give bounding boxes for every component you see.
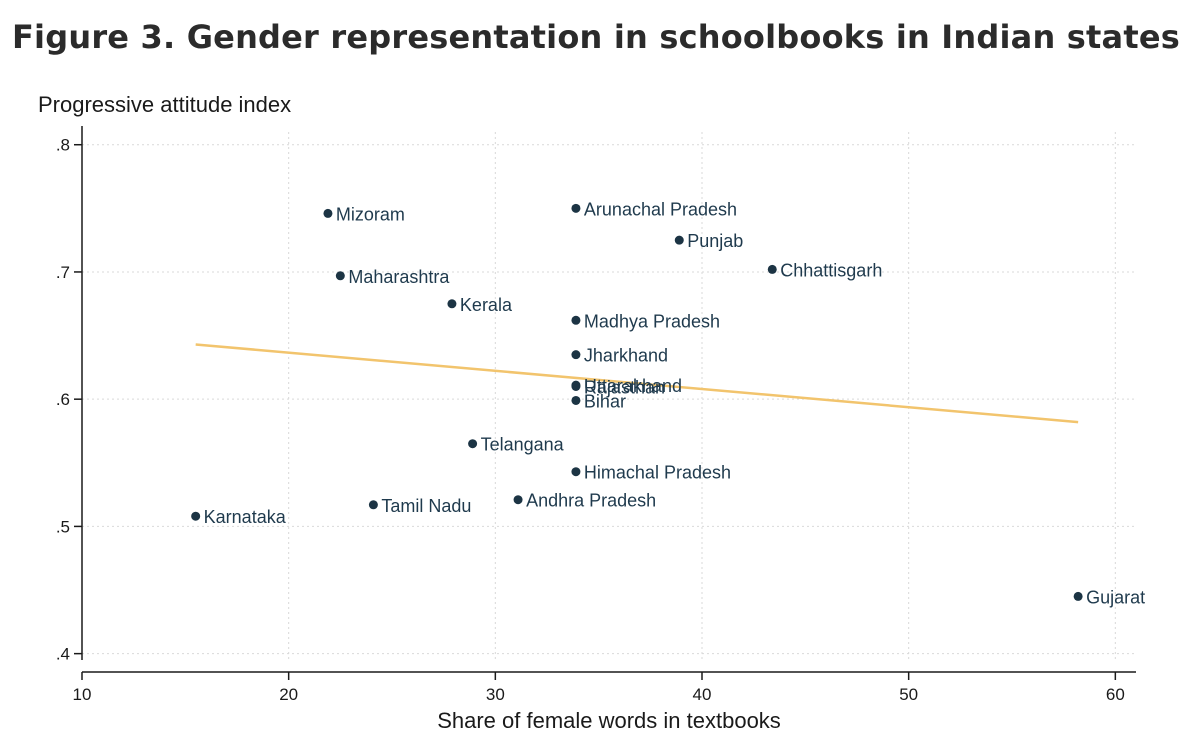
data-point [571, 350, 581, 360]
y-tick-label: .5 [56, 517, 70, 536]
data-point [447, 299, 457, 309]
point-label: Telangana [481, 435, 565, 455]
y-tick-label: .6 [56, 390, 70, 409]
x-tick-label: 40 [693, 685, 712, 704]
point-label: Madhya Pradesh [584, 311, 720, 331]
point-label: Himachal Pradesh [584, 463, 731, 483]
point-label: Uttarakhand [584, 376, 682, 396]
data-point [571, 395, 581, 405]
y-tick-label: .8 [56, 136, 70, 155]
data-point [191, 511, 201, 521]
grid-layer [81, 132, 1136, 660]
x-axis-label: Share of female words in textbooks [437, 708, 781, 733]
points-layer: Mizoram Arunachal Pradesh Punjab Chhattisga… [191, 199, 1145, 607]
data-point [571, 467, 581, 477]
point-label: Arunachal Pradesh [584, 199, 737, 219]
data-point [571, 381, 581, 391]
y-axis-label: Progressive attitude index [38, 92, 291, 117]
point-label: Bihar [584, 391, 626, 411]
point-label: Tamil Nadu [381, 496, 471, 516]
x-tick-label: 20 [279, 685, 298, 704]
data-point [767, 264, 777, 274]
data-point [335, 271, 345, 281]
y-tick-label: .4 [56, 645, 70, 664]
chart-panel: Progressive attitude index Share of fema… [12, 66, 1158, 744]
data-point [323, 208, 333, 218]
x-tick-label: 50 [899, 685, 918, 704]
data-point [1073, 591, 1083, 601]
point-label: Gujarat [1086, 587, 1145, 607]
data-point [674, 235, 684, 245]
x-tick-label: 10 [73, 685, 92, 704]
fit-line-layer [195, 343, 1079, 424]
fit-line [195, 343, 1079, 424]
data-point [571, 203, 581, 213]
figure-title: Figure 3. Gender representation in schoo… [12, 18, 1180, 56]
data-point [368, 500, 378, 510]
point-label: Andhra Pradesh [526, 491, 656, 511]
y-tick-label: .7 [56, 263, 70, 282]
scatter-chart: Progressive attitude index Share of fema… [38, 92, 1145, 733]
point-label: Kerala [460, 295, 513, 315]
axes-layer: Progressive attitude index Share of fema… [38, 92, 1136, 733]
x-tick-label: 30 [486, 685, 505, 704]
data-point [513, 495, 523, 505]
point-label: Chhattisgarh [780, 260, 882, 280]
x-tick-label: 60 [1106, 685, 1125, 704]
point-label: Punjab [687, 231, 743, 251]
data-point [571, 315, 581, 325]
point-label: Karnataka [204, 507, 287, 527]
data-point [468, 439, 478, 449]
point-label: Jharkhand [584, 346, 668, 366]
point-label: Maharashtra [348, 267, 450, 287]
point-label: Rajasthan [584, 377, 665, 397]
point-label: Mizoram [336, 204, 405, 224]
